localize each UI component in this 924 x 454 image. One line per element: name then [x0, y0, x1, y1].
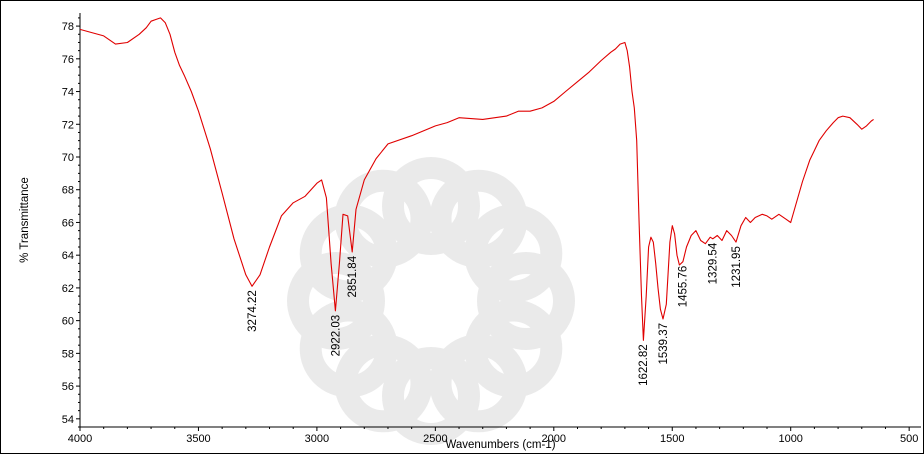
peak-label: 1455.76 — [678, 266, 690, 308]
watermark-ring — [287, 252, 385, 350]
peak-label: 1329.54 — [708, 242, 720, 284]
y-tick-label: 62 — [62, 283, 74, 295]
x-tick-label: 2000 — [542, 433, 566, 445]
y-tick-label: 56 — [62, 381, 74, 393]
watermark-ring — [382, 347, 480, 445]
y-tick-label: 54 — [62, 414, 74, 426]
watermark-ring — [429, 334, 528, 433]
peak-label: 1231.95 — [731, 246, 743, 288]
y-tick-label: 68 — [62, 185, 74, 197]
watermark-ring — [382, 157, 480, 255]
peak-labels: 3274.22 2922.03 2851.84 1622.82 1539.37 1455.… — [247, 242, 743, 386]
y-tick-label: 72 — [62, 119, 74, 131]
axis-ticks: 54 56 58 60 62 64 66 68 70 72 74 76 78 4000 3500 3000 25… — [62, 17, 918, 445]
y-axis-title: % Transmittance — [19, 177, 31, 263]
y-tick-label: 60 — [62, 316, 74, 328]
watermark-logo — [287, 157, 575, 445]
peak-label: 2922.03 — [330, 315, 342, 357]
x-tick-label: 500 — [900, 433, 918, 445]
watermark-ring — [464, 204, 563, 303]
x-tick-label: 3000 — [305, 433, 329, 445]
y-tick-label: 58 — [62, 348, 74, 360]
y-tick-label: 76 — [62, 54, 74, 66]
x-tick-label: 3500 — [186, 433, 210, 445]
watermark-ring — [477, 252, 575, 350]
y-tick-label: 66 — [62, 217, 74, 229]
y-tick-label: 70 — [62, 152, 74, 164]
watermark-ring — [334, 169, 433, 268]
spectrum-line — [79, 17, 874, 341]
peak-label: 1539.37 — [658, 323, 670, 365]
x-tick-label: 2500 — [423, 433, 447, 445]
x-tick-label: 4000 — [68, 433, 92, 445]
series-layer — [79, 17, 874, 341]
y-tick-label: 74 — [62, 87, 74, 99]
peak-label: 1622.82 — [638, 344, 650, 386]
x-tick-label: 1000 — [778, 433, 802, 445]
peak-label: 2851.84 — [347, 255, 359, 297]
peak-label: 3274.22 — [247, 290, 259, 332]
x-tick-label: 1500 — [660, 433, 684, 445]
watermark-ring — [299, 299, 398, 398]
plot-axes — [79, 13, 921, 428]
y-tick-label: 64 — [62, 250, 74, 262]
y-tick-label: 78 — [62, 21, 74, 33]
x-axis-title: Wavenumbers (cm-1) — [445, 439, 555, 451]
